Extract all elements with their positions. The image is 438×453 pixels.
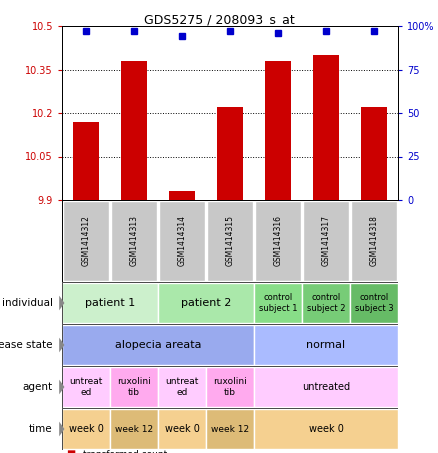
Bar bbox=[217, 107, 243, 200]
Bar bbox=[350, 283, 398, 323]
Bar bbox=[265, 61, 291, 200]
Text: week 0: week 0 bbox=[69, 424, 103, 434]
Text: disease state: disease state bbox=[0, 340, 53, 350]
Bar bbox=[361, 107, 387, 200]
Bar bbox=[254, 325, 398, 365]
Text: ruxolini
tib: ruxolini tib bbox=[213, 377, 247, 397]
Text: untreated: untreated bbox=[302, 382, 350, 392]
Bar bbox=[351, 201, 397, 281]
Text: normal: normal bbox=[307, 340, 346, 350]
Bar bbox=[121, 61, 147, 200]
Text: untreat
ed: untreat ed bbox=[165, 377, 199, 397]
Text: GSM1414312: GSM1414312 bbox=[81, 216, 91, 266]
Text: control
subject 3: control subject 3 bbox=[355, 293, 393, 313]
Bar bbox=[110, 367, 158, 407]
Bar bbox=[63, 283, 158, 323]
Text: patient 2: patient 2 bbox=[181, 298, 231, 308]
Bar bbox=[110, 409, 158, 449]
Text: GSM1414315: GSM1414315 bbox=[226, 216, 234, 266]
Bar bbox=[254, 283, 301, 323]
Text: alopecia areata: alopecia areata bbox=[115, 340, 201, 350]
Bar bbox=[73, 122, 99, 200]
Bar bbox=[254, 409, 398, 449]
Bar bbox=[207, 201, 253, 281]
Text: transformed count: transformed count bbox=[83, 449, 167, 453]
Bar bbox=[63, 325, 254, 365]
Bar bbox=[111, 201, 157, 281]
Bar bbox=[169, 191, 195, 200]
Text: untreat
ed: untreat ed bbox=[69, 377, 102, 397]
Bar bbox=[159, 283, 254, 323]
Text: control
subject 1: control subject 1 bbox=[259, 293, 297, 313]
Bar bbox=[206, 409, 254, 449]
Bar bbox=[159, 409, 205, 449]
Bar bbox=[254, 367, 398, 407]
Text: GSM1414317: GSM1414317 bbox=[321, 216, 331, 266]
Text: week 0: week 0 bbox=[308, 424, 343, 434]
Text: patient 1: patient 1 bbox=[85, 298, 135, 308]
Text: time: time bbox=[29, 424, 53, 434]
Bar bbox=[63, 367, 110, 407]
Text: ruxolini
tib: ruxolini tib bbox=[117, 377, 151, 397]
Text: GSM1414316: GSM1414316 bbox=[273, 216, 283, 266]
Text: week 12: week 12 bbox=[115, 424, 153, 434]
Bar bbox=[63, 409, 110, 449]
Text: control
subject 2: control subject 2 bbox=[307, 293, 345, 313]
Bar bbox=[313, 55, 339, 200]
Bar bbox=[159, 201, 205, 281]
Bar bbox=[303, 283, 350, 323]
Bar bbox=[206, 367, 254, 407]
Text: GSM1414313: GSM1414313 bbox=[130, 216, 138, 266]
Bar bbox=[303, 201, 349, 281]
Text: agent: agent bbox=[22, 382, 53, 392]
Text: GSM1414314: GSM1414314 bbox=[177, 216, 187, 266]
Bar bbox=[63, 201, 109, 281]
Text: GDS5275 / 208093_s_at: GDS5275 / 208093_s_at bbox=[144, 13, 294, 26]
Text: ■: ■ bbox=[67, 449, 76, 453]
Text: week 0: week 0 bbox=[165, 424, 199, 434]
Text: week 12: week 12 bbox=[211, 424, 249, 434]
Text: individual: individual bbox=[2, 298, 53, 308]
Bar bbox=[159, 367, 205, 407]
Bar bbox=[255, 201, 301, 281]
Text: GSM1414318: GSM1414318 bbox=[370, 216, 378, 266]
